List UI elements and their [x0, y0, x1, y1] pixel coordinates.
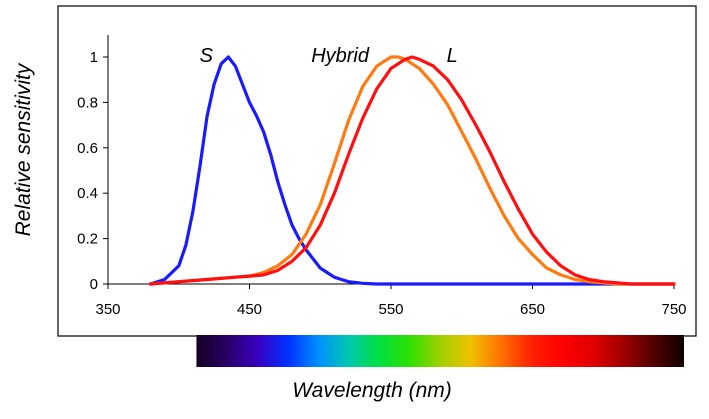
y-axis-title: Relative sensitivity: [12, 62, 35, 236]
x-tick-label: 550: [378, 301, 403, 318]
y-tick-label: 0.8: [77, 94, 98, 111]
x-tick-label: 450: [237, 301, 262, 318]
x-tick-label: 350: [95, 301, 120, 318]
y-tick-label: 0: [90, 276, 98, 293]
y-tick-label: 1: [90, 49, 98, 66]
curve-label-s: S: [200, 45, 214, 67]
curve-label-hybrid: Hybrid: [311, 45, 370, 67]
curve-labels: S Hybrid L: [200, 45, 458, 67]
x-tick-label: 650: [520, 301, 545, 318]
x-axis-title: Wavelength (nm): [292, 379, 452, 402]
x-tick-label: 750: [661, 301, 686, 318]
axes: 0 0.2 0.4 0.6 0.8 1 350 450 550 650 750: [77, 35, 687, 318]
series-line-s: [148, 55, 676, 286]
y-tick-label: 0.2: [77, 231, 98, 248]
y-tick-label: 0.4: [77, 185, 98, 202]
curve-label-l: L: [447, 45, 458, 67]
series-layer: [148, 55, 676, 286]
series-line-l: [148, 55, 676, 286]
wavelength-spectrum-bar: [196, 335, 684, 367]
plot-frame: [57, 5, 697, 337]
y-tick-label: 0.6: [77, 140, 98, 157]
